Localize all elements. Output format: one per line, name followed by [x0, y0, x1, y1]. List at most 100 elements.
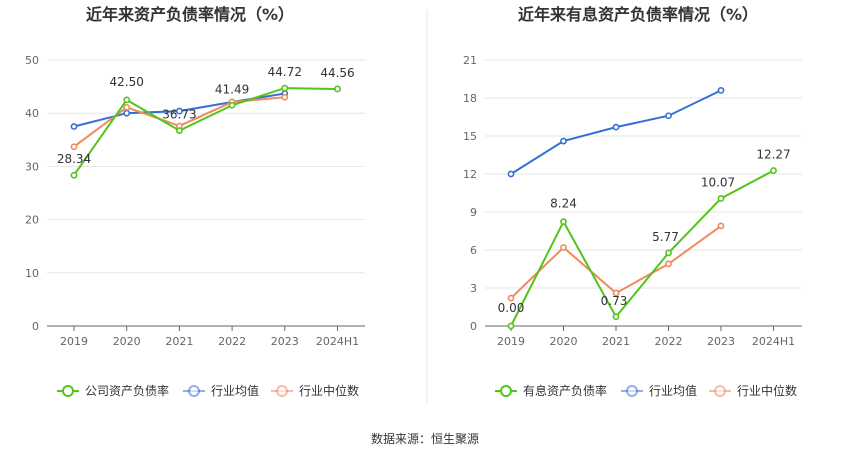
- data-label: 44.72: [268, 65, 302, 79]
- legend-marker: [500, 385, 512, 397]
- data-point[interactable]: [334, 85, 341, 93]
- x-tick-label: 2022: [655, 335, 683, 348]
- y-tick-label: 10: [25, 267, 39, 280]
- data-point[interactable]: [507, 294, 515, 302]
- series-line: [73, 87, 338, 176]
- data-point[interactable]: [507, 322, 515, 330]
- chart-title: 近年来资产负债率情况（%）: [86, 5, 294, 24]
- series-line: [510, 89, 722, 175]
- y-tick-label: 40: [25, 107, 39, 120]
- data-point[interactable]: [717, 222, 725, 230]
- data-point[interactable]: [717, 87, 725, 94]
- series-company: 28.34 42.50 36.73 41.49 44.72 44.56: [57, 65, 355, 179]
- series-median: [507, 222, 725, 302]
- data-point[interactable]: [70, 123, 78, 130]
- y-tick-label: 20: [25, 214, 39, 227]
- debt-ratio-chart: 近年来资产负债率情况（%） 0 10 20 30 40 50 2019 2020 2021 202…: [25, 5, 365, 398]
- x-tick-label: 2021: [602, 335, 630, 348]
- legend-label: 有息资产负债率: [523, 383, 607, 398]
- legend-label: 行业均值: [211, 383, 259, 398]
- legend-item-company[interactable]: 有息资产负债率: [495, 383, 607, 398]
- data-point[interactable]: [228, 101, 236, 109]
- legend-item-avg[interactable]: 行业均值: [621, 383, 697, 398]
- data-point[interactable]: [281, 84, 289, 92]
- chart-title: 近年来有息资产负债率情况（%）: [518, 5, 758, 24]
- data-label: 0.73: [601, 294, 628, 308]
- legend-item-company[interactable]: 公司资产负债率: [57, 383, 169, 398]
- data-point[interactable]: [665, 112, 672, 120]
- data-label: 41.49: [215, 82, 249, 96]
- legend: 公司资产负债率 行业均值 行业中位数: [57, 383, 359, 398]
- x-tick-label: 2023: [271, 335, 299, 348]
- data-point[interactable]: [70, 171, 78, 179]
- data-point[interactable]: [123, 103, 131, 111]
- data-point[interactable]: [175, 107, 183, 115]
- series-line: [73, 96, 285, 148]
- y-tick-label: 50: [25, 54, 39, 67]
- data-point[interactable]: [175, 127, 183, 134]
- y-tick-label: 3: [470, 282, 477, 295]
- legend-item-median[interactable]: 行业中位数: [271, 383, 359, 398]
- legend-marker: [188, 385, 200, 397]
- data-point[interactable]: [123, 109, 131, 117]
- legend: 有息资产负债率 行业均值 行业中位数: [495, 383, 797, 398]
- data-point[interactable]: [560, 137, 567, 145]
- data-label: 5.77: [652, 230, 679, 244]
- data-label: 0.00: [498, 301, 525, 315]
- series-line: [510, 169, 774, 327]
- data-point[interactable]: [123, 96, 131, 104]
- y-tick-label: 6: [470, 244, 477, 257]
- data-label: 28.34: [57, 152, 91, 166]
- series-median: [70, 93, 289, 151]
- legend-label: 行业中位数: [299, 383, 359, 398]
- data-point[interactable]: [665, 249, 672, 257]
- data-label: 10.07: [701, 175, 735, 189]
- x-tick-label: 2021: [165, 335, 193, 348]
- series-avg: [507, 87, 725, 178]
- series-company: 0.00 8.24 0.73 5.77 10.07 12.27: [498, 148, 791, 330]
- legend-label: 公司资产负债率: [85, 383, 169, 398]
- y-tick-label: 15: [463, 130, 477, 143]
- data-point[interactable]: [612, 123, 620, 131]
- data-label: 36.73: [162, 108, 196, 122]
- x-tick-label: 2019: [497, 335, 525, 348]
- legend-label: 行业均值: [649, 383, 697, 398]
- data-point[interactable]: [770, 167, 777, 174]
- data-point[interactable]: [612, 313, 620, 321]
- y-tick-label: 12: [463, 168, 477, 181]
- data-source: 数据来源：恒生聚源: [371, 431, 479, 446]
- data-point[interactable]: [507, 170, 515, 178]
- x-tick-label: 2024H1: [316, 335, 359, 348]
- legend-marker: [276, 385, 288, 397]
- x-tick-label: 2019: [60, 335, 88, 348]
- legend-marker: [626, 385, 638, 397]
- data-point[interactable]: [665, 260, 672, 268]
- legend-item-avg[interactable]: 行业均值: [183, 383, 259, 398]
- y-tick-label: 18: [463, 92, 477, 105]
- legend-label: 行业中位数: [737, 383, 797, 398]
- legend-item-median[interactable]: 行业中位数: [709, 383, 797, 398]
- x-tick-label: 2022: [218, 335, 246, 348]
- y-tick-label: 30: [25, 160, 39, 173]
- data-point[interactable]: [281, 93, 289, 101]
- data-point[interactable]: [560, 244, 567, 251]
- y-tick-label: 0: [32, 320, 39, 333]
- legend-marker: [714, 385, 726, 397]
- x-tick-label: 2023: [707, 335, 735, 348]
- y-tick-label: 0: [470, 320, 477, 333]
- data-point[interactable]: [717, 195, 725, 202]
- data-point[interactable]: [560, 218, 567, 226]
- data-label: 12.27: [756, 148, 790, 162]
- x-tick-label: 2020: [113, 335, 141, 348]
- interest-debt-ratio-chart: 近年来有息资产负债率情况（%） 0 3 6 9 12 15 18 21 2019 2020 2021…: [463, 5, 802, 398]
- data-label: 44.56: [320, 66, 354, 80]
- data-point[interactable]: [70, 143, 78, 151]
- data-point[interactable]: [612, 289, 620, 297]
- y-tick-label: 21: [463, 54, 477, 67]
- y-tick-label: 9: [470, 206, 477, 219]
- data-label: 8.24: [550, 197, 577, 211]
- x-tick-label: 2024H1: [752, 335, 795, 348]
- legend-marker: [62, 385, 74, 397]
- data-label: 42.50: [110, 75, 144, 89]
